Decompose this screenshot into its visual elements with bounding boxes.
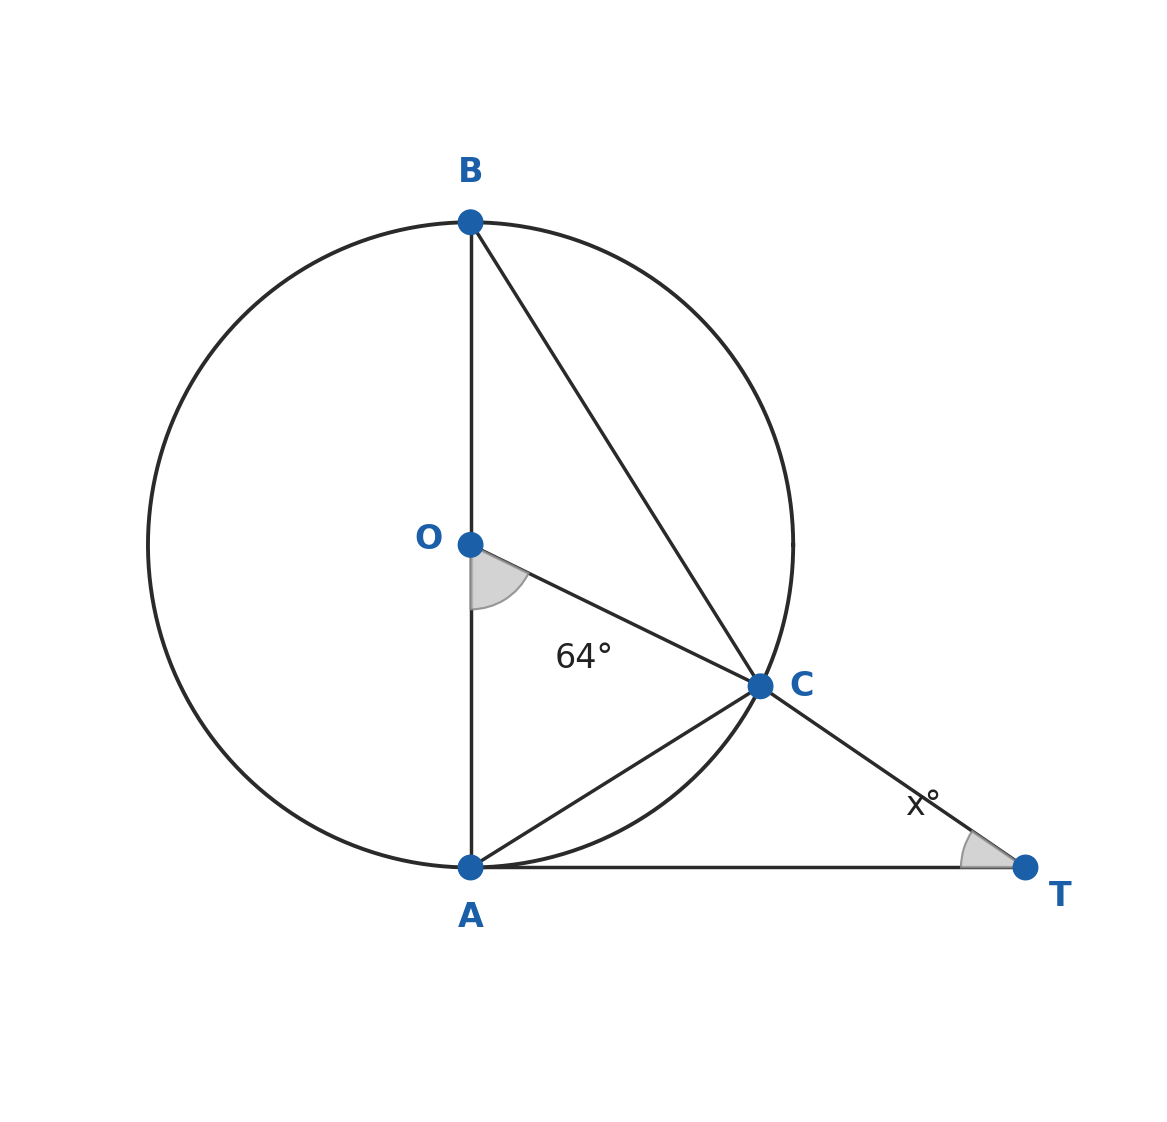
Text: B: B xyxy=(457,156,483,188)
Wedge shape xyxy=(470,545,529,609)
Text: C: C xyxy=(789,670,813,702)
Text: A: A xyxy=(457,901,483,934)
Circle shape xyxy=(748,674,773,699)
Text: 64°: 64° xyxy=(554,642,614,674)
Text: O: O xyxy=(414,523,442,557)
Circle shape xyxy=(459,533,483,558)
Circle shape xyxy=(1013,855,1037,880)
Text: T: T xyxy=(1049,881,1071,913)
Text: x°: x° xyxy=(906,789,942,822)
Wedge shape xyxy=(960,831,1026,867)
Circle shape xyxy=(459,855,483,880)
Circle shape xyxy=(459,210,483,234)
